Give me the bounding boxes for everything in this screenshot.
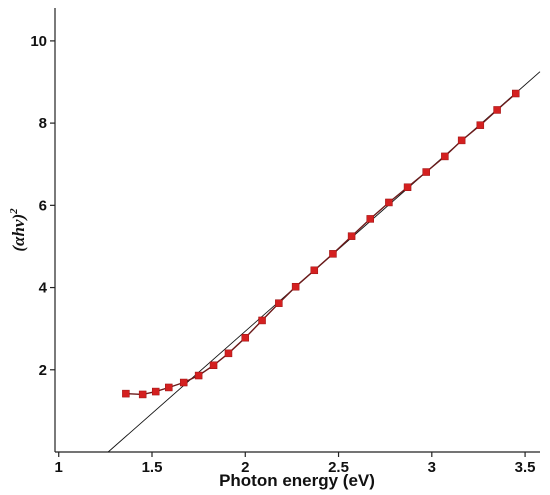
data-point-marker xyxy=(457,136,466,145)
y-axis-title-group: (αhν)2 xyxy=(8,208,28,252)
data-point-marker xyxy=(310,266,319,275)
data-point-marker xyxy=(138,390,147,399)
x-tick-label: 1.5 xyxy=(142,459,163,476)
data-point-marker xyxy=(194,371,203,380)
x-tick-label: 2.5 xyxy=(328,459,349,476)
y-axis-title-superscript: 2 xyxy=(8,208,20,215)
y-tick-label: 4 xyxy=(39,280,48,297)
data-point-marker xyxy=(258,316,266,325)
y-axis-ticks: 2 4 6 8 10 xyxy=(30,33,55,379)
data-point-marker xyxy=(347,232,356,240)
data-point-marker xyxy=(329,250,337,258)
data-point-marker xyxy=(385,198,393,207)
x-tick-label: 3 xyxy=(428,459,436,476)
data-point-marker xyxy=(366,215,374,223)
data-point-marker xyxy=(493,106,501,114)
y-tick-label: 2 xyxy=(39,362,47,379)
data-series-layer xyxy=(122,89,520,399)
data-point-marker xyxy=(122,389,130,398)
data-point-marker xyxy=(441,152,449,161)
x-tick-label: 3.5 xyxy=(515,459,536,476)
plot-area: 1 1.5 2 2.5 3 3.5 2 4 6 8 10 xyxy=(30,8,541,476)
x-axis-ticks: 1 1.5 2 2.5 3 3.5 xyxy=(55,452,536,476)
data-point-marker xyxy=(403,183,412,191)
data-point-marker xyxy=(275,299,283,307)
y-tick-label: 8 xyxy=(39,115,47,132)
data-point-marker xyxy=(476,121,485,129)
x-tick-label: 2 xyxy=(241,459,249,476)
data-point-marker xyxy=(512,89,520,98)
data-point-marker xyxy=(241,333,250,342)
x-axis-title: Photon energy (eV) xyxy=(219,471,375,490)
data-point-marker xyxy=(422,168,430,176)
data-point-marker xyxy=(179,378,188,387)
data-point-marker xyxy=(291,282,300,291)
y-tick-label: 10 xyxy=(30,33,47,50)
y-axis-title: (αhν) xyxy=(9,214,28,252)
data-point-marker xyxy=(224,349,233,358)
data-point-marker xyxy=(165,383,173,392)
data-point-marker xyxy=(151,387,160,396)
svg-text:(αhν)2: (αhν)2 xyxy=(8,208,28,252)
y-tick-label: 6 xyxy=(39,197,47,214)
x-tick-label: 1 xyxy=(55,459,63,476)
series-line xyxy=(125,92,517,396)
data-point-marker xyxy=(209,361,218,370)
